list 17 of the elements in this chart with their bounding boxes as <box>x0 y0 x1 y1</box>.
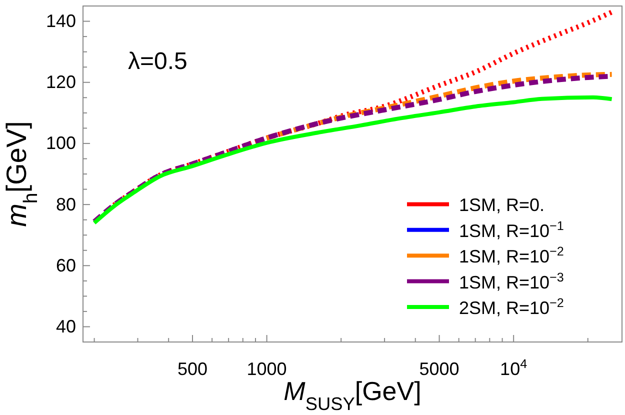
x-tick-label: 10$^{4}$ <box>500 356 528 379</box>
x-tick-label: 500 <box>177 358 208 379</box>
annotation: λ=0.5 <box>128 48 188 75</box>
y-tick-label: 140 <box>46 11 76 32</box>
legend-label: 1SM, R=10$^{−2}$ <box>459 244 564 267</box>
x-axis-title: M$_{SUSY}$[GeV] <box>284 376 422 414</box>
y-tick-label: 40 <box>56 316 76 336</box>
x-tick-label: 5000 <box>419 358 460 379</box>
legend-label: 2SM, R=10$^{−2}$ <box>459 296 564 318</box>
y-tick-label: 80 <box>56 194 76 214</box>
y-tick-label: 60 <box>56 255 76 276</box>
legend-label: 1SM, R=10$^{−1}$ <box>459 218 564 241</box>
x-tick-label: 1000 <box>246 358 287 379</box>
y-tick-label: 100 <box>46 133 76 154</box>
legend-label: 1SM, R=10$^{−3}$ <box>459 270 564 292</box>
y-tick-label: 120 <box>46 72 76 92</box>
legend-label: 1SM, R=0. <box>459 195 545 216</box>
